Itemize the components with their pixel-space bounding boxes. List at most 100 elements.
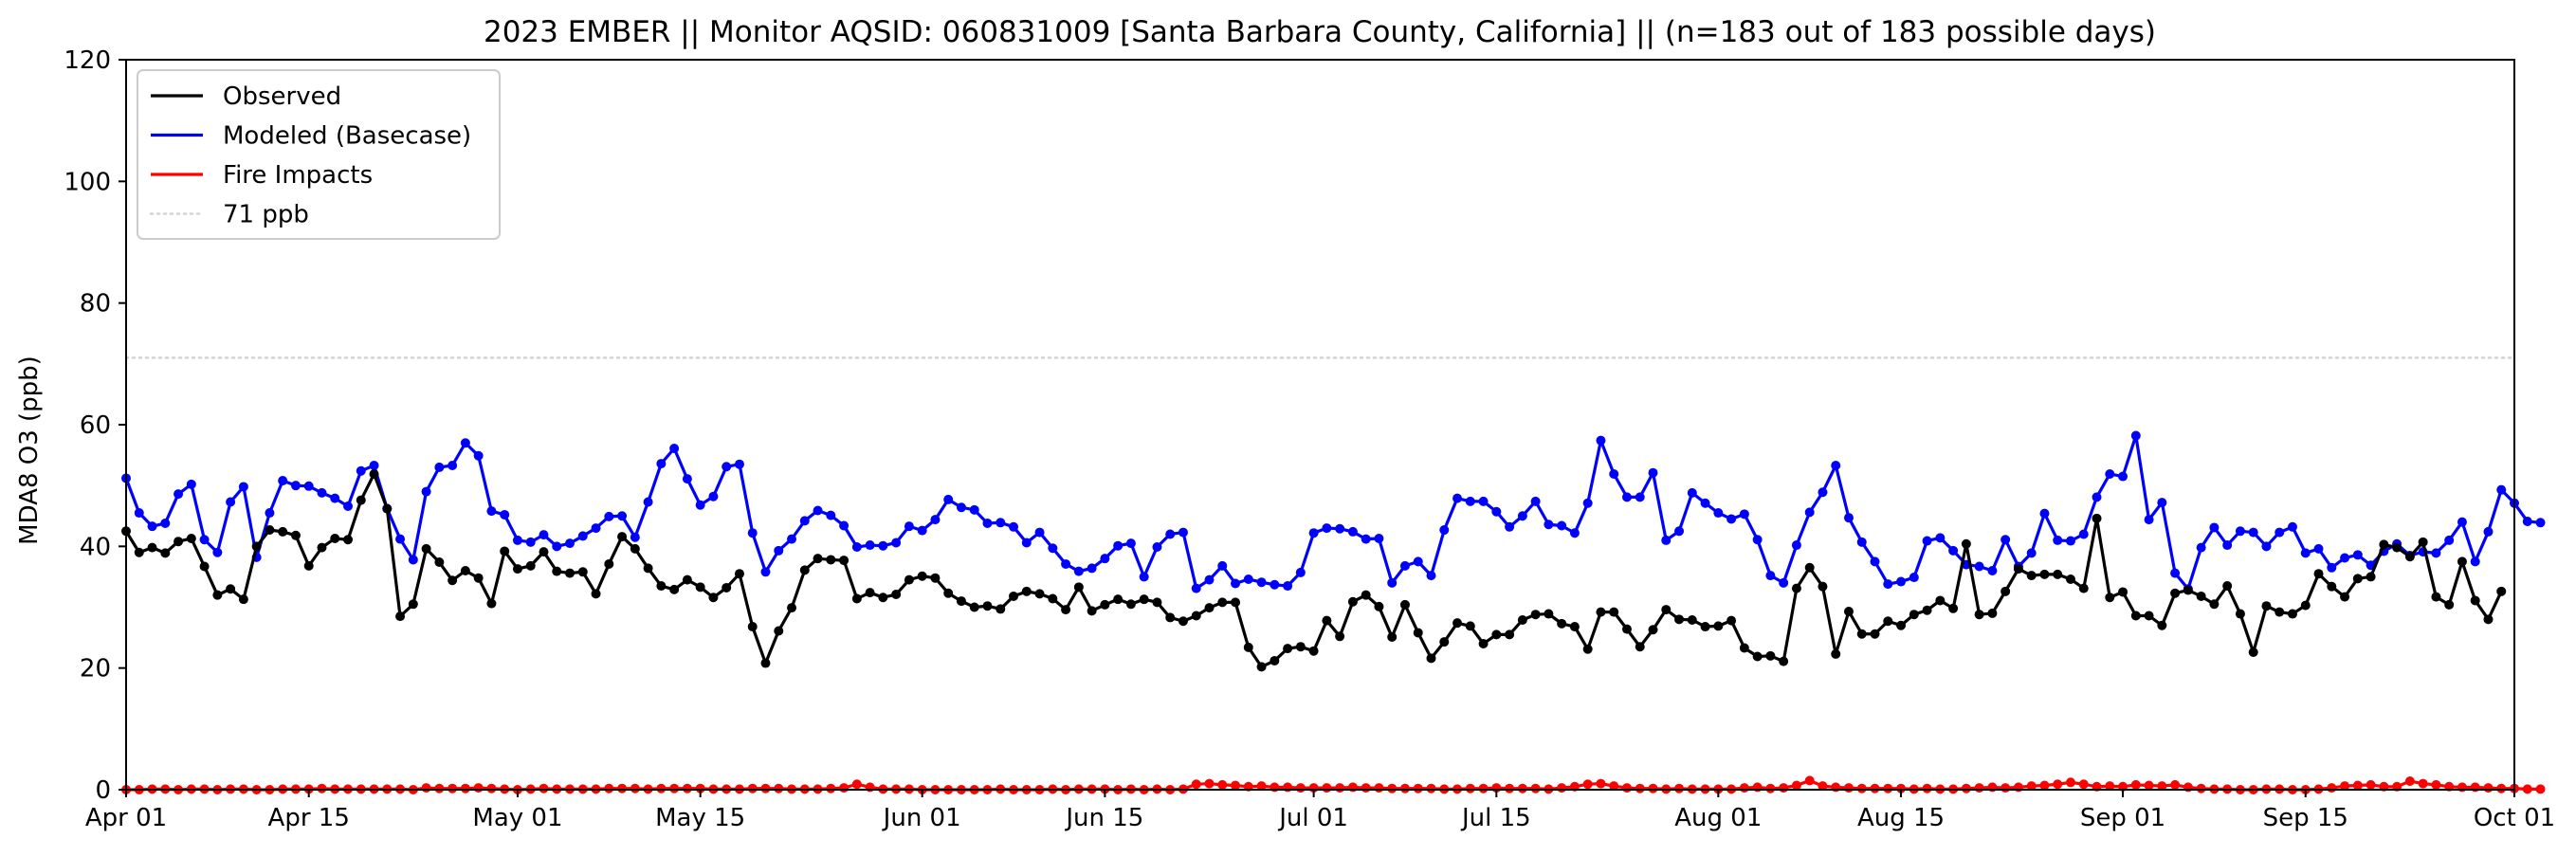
data-point xyxy=(1648,625,1658,635)
data-point xyxy=(2327,783,2337,793)
data-point xyxy=(1752,535,1763,545)
data-point xyxy=(904,521,914,532)
data-point xyxy=(708,491,719,501)
data-point xyxy=(2313,543,2324,554)
data-point xyxy=(1739,643,1749,653)
series-fire-impacts xyxy=(121,775,2546,794)
data-point xyxy=(2248,647,2258,657)
data-point xyxy=(382,503,393,514)
data-point xyxy=(1217,597,1228,608)
data-point xyxy=(199,561,210,572)
data-point xyxy=(943,588,954,598)
data-point xyxy=(851,593,862,604)
data-point xyxy=(2496,783,2507,793)
data-point xyxy=(1465,621,1475,631)
data-point xyxy=(408,555,418,565)
data-point xyxy=(2404,776,2415,787)
data-point xyxy=(343,535,354,545)
data-point xyxy=(2340,592,2350,602)
data-point xyxy=(930,515,941,525)
data-point xyxy=(1974,783,1984,793)
x-tick-label: Sep 01 xyxy=(2080,804,2165,832)
data-point xyxy=(1308,528,1319,538)
data-point xyxy=(1974,610,1984,620)
data-point xyxy=(2092,492,2102,502)
data-point xyxy=(2287,521,2297,532)
data-point xyxy=(1674,614,1685,625)
data-point xyxy=(174,537,184,547)
data-point xyxy=(238,594,248,605)
data-point xyxy=(839,520,850,531)
data-point xyxy=(1100,599,1110,610)
data-point xyxy=(421,783,431,793)
data-point xyxy=(982,518,993,528)
data-point xyxy=(330,533,340,543)
data-point xyxy=(2418,778,2428,789)
data-point xyxy=(1113,540,1124,551)
data-point xyxy=(1295,567,1306,577)
x-tick-label: Sep 15 xyxy=(2263,804,2348,832)
data-point xyxy=(1295,642,1306,652)
data-point xyxy=(1818,781,1828,792)
data-point xyxy=(1517,614,1527,625)
x-tick-label: Apr 01 xyxy=(85,804,167,832)
data-point xyxy=(1399,599,1410,610)
data-point xyxy=(1387,631,1398,642)
data-point xyxy=(2366,572,2376,582)
data-point xyxy=(1752,651,1763,662)
data-point xyxy=(212,547,223,557)
data-point xyxy=(303,481,314,491)
data-point xyxy=(2039,780,2050,791)
data-point xyxy=(2183,585,2193,595)
data-point xyxy=(2065,536,2075,546)
data-point xyxy=(1217,560,1228,571)
data-point xyxy=(1818,487,1828,498)
data-point xyxy=(1804,507,1815,518)
legend-label: Observed xyxy=(223,82,341,111)
data-point xyxy=(1726,514,1737,524)
data-point xyxy=(2026,571,2037,581)
data-point xyxy=(552,566,562,576)
data-point xyxy=(238,482,248,492)
data-point xyxy=(2418,537,2428,547)
data-point xyxy=(212,590,223,600)
data-point xyxy=(682,474,692,484)
data-point xyxy=(1426,571,1436,581)
data-point xyxy=(2130,430,2141,441)
data-point xyxy=(2535,518,2546,528)
data-point xyxy=(1335,523,1345,534)
data-point xyxy=(1883,616,1893,627)
data-point xyxy=(1948,545,1959,556)
data-point xyxy=(1557,618,1567,629)
data-point xyxy=(969,504,979,515)
data-point xyxy=(1009,591,1019,601)
data-point xyxy=(1152,541,1162,552)
data-point xyxy=(1204,603,1215,613)
data-point xyxy=(1883,783,1893,793)
data-point xyxy=(604,511,614,521)
data-point xyxy=(1687,487,1697,498)
data-point xyxy=(1596,607,1606,617)
data-point xyxy=(1870,783,1880,793)
data-point xyxy=(1322,783,1332,793)
data-point xyxy=(2496,484,2507,495)
data-point xyxy=(996,518,1006,528)
chart-title: 2023 EMBER || Monitor AQSID: 060831009 [… xyxy=(484,15,2156,49)
data-point xyxy=(1034,527,1045,538)
data-point xyxy=(565,568,575,578)
data-point xyxy=(1609,781,1619,792)
data-point xyxy=(1165,529,1176,539)
data-point xyxy=(1779,783,1789,793)
data-point xyxy=(1125,599,1136,610)
data-point xyxy=(1165,612,1176,623)
data-point xyxy=(1204,778,1215,789)
data-point xyxy=(2157,498,2167,508)
data-point xyxy=(1791,583,1801,593)
data-point xyxy=(1073,566,1084,576)
data-point xyxy=(2170,779,2181,790)
data-point xyxy=(1231,597,1241,608)
data-point xyxy=(434,462,445,472)
data-point xyxy=(265,525,275,536)
data-point xyxy=(1609,607,1619,617)
data-point xyxy=(525,537,536,547)
